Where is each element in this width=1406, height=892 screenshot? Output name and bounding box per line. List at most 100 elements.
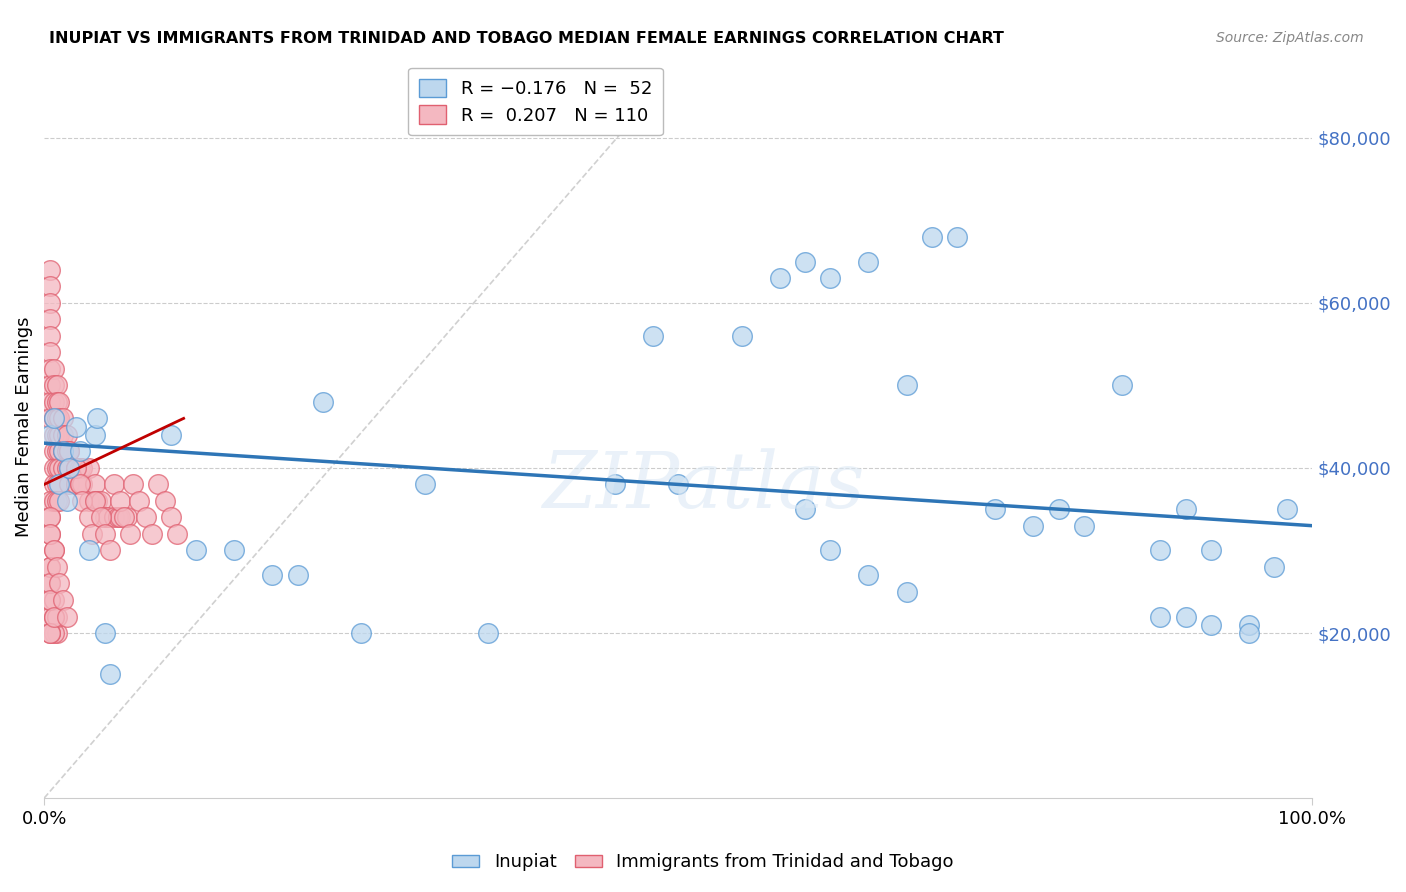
Point: [90, 494, 112, 508]
Point: [45, 395, 67, 409]
Point: [39, 262, 62, 277]
Point: [153, 494, 176, 508]
Point: [128, 494, 150, 508]
Point: [44, 444, 66, 458]
Point: [65, 419, 87, 434]
Point: [312, 395, 335, 409]
Point: [77, 461, 100, 475]
Point: [70, 494, 93, 508]
Point: [1174, 609, 1197, 624]
Text: Source: ZipAtlas.com: Source: ZipAtlas.com: [1216, 31, 1364, 45]
Point: [94, 510, 117, 524]
Point: [641, 328, 664, 343]
Y-axis label: Median Female Earnings: Median Female Earnings: [15, 317, 32, 537]
Point: [94, 527, 117, 541]
Point: [86, 494, 108, 508]
Point: [58, 461, 80, 475]
Point: [39, 378, 62, 392]
Point: [45, 461, 67, 475]
Point: [112, 510, 135, 524]
Point: [122, 477, 145, 491]
Point: [52, 428, 75, 442]
Point: [1022, 518, 1045, 533]
Point: [69, 477, 91, 491]
Point: [120, 527, 142, 541]
Point: [39, 626, 62, 640]
Point: [1174, 502, 1197, 516]
Point: [69, 477, 91, 491]
Point: [45, 494, 67, 508]
Point: [141, 527, 163, 541]
Point: [96, 510, 118, 524]
Point: [103, 510, 125, 524]
Point: [45, 428, 67, 442]
Point: [56, 494, 79, 508]
Point: [39, 560, 62, 574]
Point: [1199, 543, 1222, 558]
Point: [83, 477, 105, 491]
Point: [45, 477, 67, 491]
Point: [1073, 518, 1095, 533]
Point: [39, 295, 62, 310]
Point: [1047, 502, 1070, 516]
Point: [896, 378, 918, 392]
Point: [52, 593, 75, 607]
Point: [820, 271, 842, 285]
Point: [39, 593, 62, 607]
Point: [39, 576, 62, 591]
Point: [70, 477, 93, 491]
Point: [44, 609, 66, 624]
Point: [83, 494, 105, 508]
Point: [65, 461, 87, 475]
Point: [103, 477, 125, 491]
Point: [350, 626, 373, 640]
Point: [858, 568, 880, 582]
Point: [287, 568, 309, 582]
Point: [45, 609, 67, 624]
Point: [39, 362, 62, 376]
Point: [94, 626, 117, 640]
Legend: R = −0.176   N =  52, R =  0.207   N = 110: R = −0.176 N = 52, R = 0.207 N = 110: [408, 68, 662, 136]
Point: [946, 229, 969, 244]
Point: [44, 428, 66, 442]
Text: ZIPatlas: ZIPatlas: [543, 448, 865, 524]
Point: [160, 428, 183, 442]
Point: [65, 461, 87, 475]
Point: [39, 345, 62, 359]
Point: [39, 527, 62, 541]
Point: [477, 626, 499, 640]
Point: [413, 477, 436, 491]
Point: [39, 510, 62, 524]
Legend: Inupiat, Immigrants from Trinidad and Tobago: Inupiat, Immigrants from Trinidad and To…: [446, 847, 960, 879]
Point: [858, 254, 880, 268]
Point: [70, 461, 93, 475]
Point: [1149, 543, 1171, 558]
Point: [39, 609, 62, 624]
Point: [86, 411, 108, 425]
Point: [262, 568, 284, 582]
Point: [896, 584, 918, 599]
Point: [69, 461, 91, 475]
Point: [56, 461, 79, 475]
Point: [39, 428, 62, 442]
Point: [44, 395, 66, 409]
Point: [1149, 609, 1171, 624]
Point: [77, 510, 100, 524]
Point: [83, 494, 105, 508]
Point: [77, 494, 100, 508]
Point: [45, 560, 67, 574]
Point: [44, 494, 66, 508]
Point: [48, 477, 70, 491]
Point: [135, 510, 157, 524]
Point: [39, 593, 62, 607]
Point: [44, 461, 66, 475]
Point: [39, 560, 62, 574]
Point: [39, 494, 62, 508]
Point: [115, 510, 138, 524]
Point: [90, 510, 112, 524]
Point: [98, 667, 121, 681]
Point: [44, 593, 66, 607]
Point: [108, 494, 131, 508]
Point: [48, 494, 70, 508]
Point: [1263, 560, 1285, 574]
